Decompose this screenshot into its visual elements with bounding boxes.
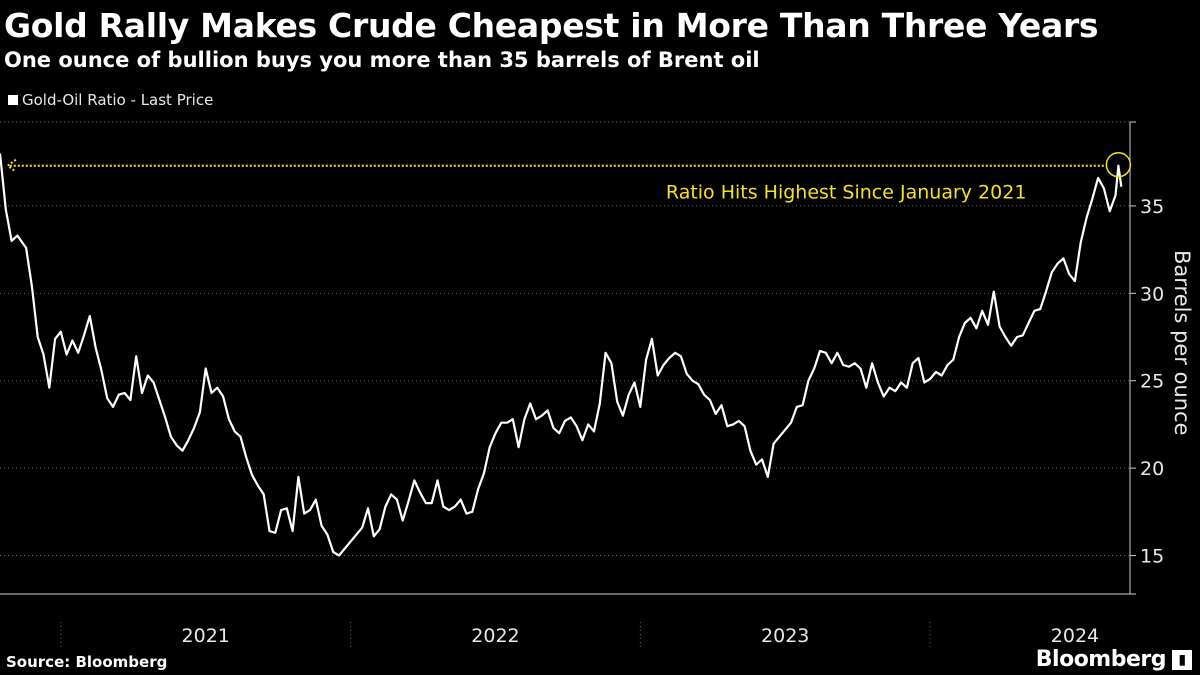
legend-swatch xyxy=(8,95,18,105)
chart-subtitle: One ounce of bullion buys you more than … xyxy=(4,48,760,72)
annotation-text: Ratio Hits Highest Since January 2021 xyxy=(666,182,1027,204)
xtick-label-2024: 2024 xyxy=(1051,625,1099,647)
legend: Gold-Oil Ratio - Last Price xyxy=(8,91,213,109)
axes xyxy=(0,121,1136,595)
ytick-label-35: 35 xyxy=(1140,196,1164,218)
reference-arrow xyxy=(6,158,17,173)
brand-mark-icon: ▮ xyxy=(1172,649,1192,670)
y-tick-labels: 15 20 25 30 35 xyxy=(1140,196,1164,568)
xtick-label-2023: 2023 xyxy=(761,625,809,647)
xtick-label-2021: 2021 xyxy=(182,625,230,647)
brand-name: Bloomberg xyxy=(1035,647,1167,672)
ytick-label-20: 20 xyxy=(1140,458,1164,480)
y-axis-label: Barrels per ounce xyxy=(1170,250,1194,436)
x-tick-labels: 2021 2022 2023 2024 xyxy=(182,625,1100,647)
xtick-label-2022: 2022 xyxy=(471,625,519,647)
bloomberg-logo: Bloomberg ▮ xyxy=(1036,647,1192,672)
highlight-circle xyxy=(1105,151,1132,178)
ytick-label-30: 30 xyxy=(1140,283,1164,305)
legend-label: Gold-Oil Ratio - Last Price xyxy=(22,91,214,109)
series-line-gold-oil-ratio xyxy=(0,153,1123,557)
ytick-label-25: 25 xyxy=(1140,371,1164,393)
grid-lines xyxy=(0,121,1130,648)
chart-title: Gold Rally Makes Crude Cheapest in More … xyxy=(4,6,1099,45)
ytick-label-15: 15 xyxy=(1140,546,1164,568)
source-note: Source: Bloomberg xyxy=(6,653,168,671)
